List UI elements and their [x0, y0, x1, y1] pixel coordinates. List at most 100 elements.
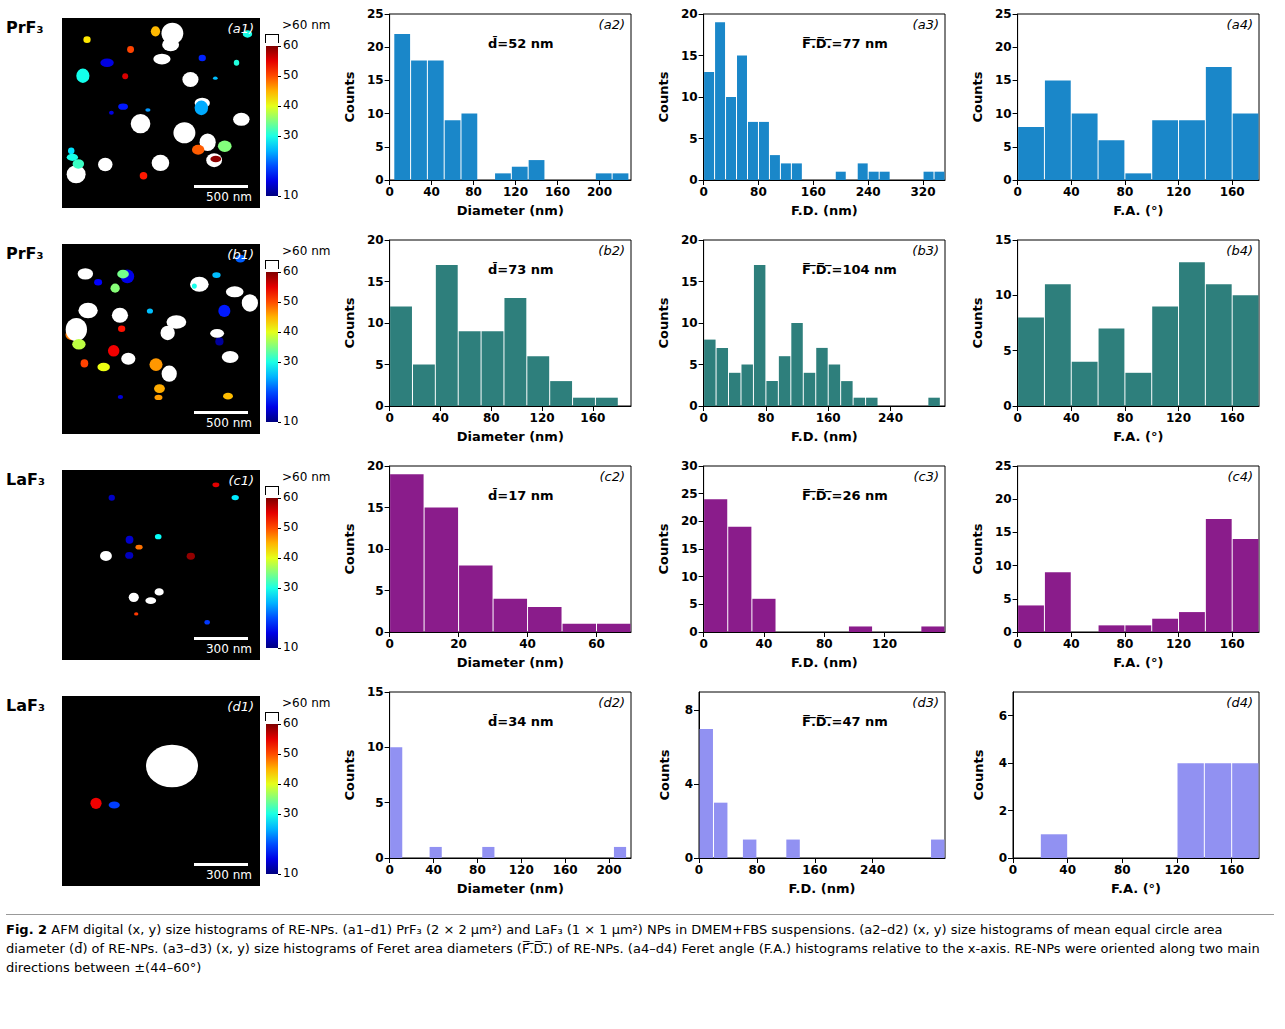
svg-text:40: 40	[519, 637, 536, 651]
svg-text:15: 15	[367, 685, 384, 699]
svg-text:40: 40	[1063, 637, 1080, 651]
svg-text:0: 0	[689, 399, 697, 413]
svg-text:d̄=17 nm: d̄=17 nm	[488, 488, 554, 503]
svg-text:160: 160	[802, 863, 827, 877]
svg-text:5: 5	[689, 597, 697, 611]
svg-text:0: 0	[375, 851, 383, 865]
svg-text:(d2): (d2)	[598, 695, 625, 710]
svg-text:15: 15	[681, 49, 698, 63]
svg-text:(a4): (a4)	[1227, 17, 1253, 32]
svg-text:0: 0	[1003, 399, 1011, 413]
svg-text:15: 15	[995, 73, 1012, 87]
svg-text:0: 0	[375, 399, 383, 413]
svg-text:120: 120	[509, 863, 534, 877]
svg-text:d̄=52 nm: d̄=52 nm	[488, 36, 554, 51]
svg-text:Counts: Counts	[342, 749, 357, 800]
svg-text:10: 10	[367, 107, 384, 121]
svg-text:5: 5	[689, 132, 697, 146]
svg-text:20: 20	[367, 40, 384, 54]
svg-text:F.D. (nm): F.D. (nm)	[791, 655, 858, 670]
svg-text:25: 25	[995, 459, 1012, 473]
svg-text:80: 80	[758, 411, 775, 425]
svg-text:120: 120	[1166, 411, 1191, 425]
svg-text:160: 160	[1220, 637, 1245, 651]
svg-text:10: 10	[681, 570, 698, 584]
svg-text:F.D. (nm): F.D. (nm)	[789, 881, 856, 896]
svg-text:Counts: Counts	[970, 523, 985, 574]
svg-text:160: 160	[1220, 185, 1245, 199]
svg-text:40: 40	[1063, 185, 1080, 199]
svg-text:40: 40	[423, 185, 440, 199]
svg-text:15: 15	[681, 542, 698, 556]
svg-text:10: 10	[367, 740, 384, 754]
svg-text:120: 120	[1166, 185, 1191, 199]
svg-text:0: 0	[999, 851, 1007, 865]
svg-text:0: 0	[375, 173, 383, 187]
svg-text:Counts: Counts	[970, 71, 985, 122]
svg-text:20: 20	[995, 492, 1012, 506]
svg-text:5: 5	[1003, 592, 1011, 606]
svg-text:0: 0	[1013, 411, 1021, 425]
svg-text:0: 0	[385, 863, 393, 877]
svg-text:Counts: Counts	[656, 71, 671, 122]
svg-text:20: 20	[450, 637, 467, 651]
svg-text:Counts: Counts	[342, 71, 357, 122]
svg-text:Counts: Counts	[656, 523, 671, 574]
svg-text:F.D. (nm): F.D. (nm)	[791, 429, 858, 444]
svg-text:10: 10	[681, 316, 698, 330]
svg-text:F.A. (°): F.A. (°)	[1113, 655, 1163, 670]
svg-text:10: 10	[995, 288, 1012, 302]
svg-text:Counts: Counts	[342, 297, 357, 348]
svg-text:F.A. (°): F.A. (°)	[1113, 429, 1163, 444]
svg-text:25: 25	[367, 7, 384, 21]
svg-text:160: 160	[1220, 411, 1245, 425]
svg-text:0: 0	[689, 625, 697, 639]
svg-text:Counts: Counts	[657, 749, 672, 800]
svg-text:10: 10	[681, 90, 698, 104]
svg-text:10: 10	[995, 107, 1012, 121]
svg-text:0: 0	[375, 625, 383, 639]
svg-text:15: 15	[995, 233, 1012, 247]
svg-text:240: 240	[856, 185, 881, 199]
svg-text:160: 160	[801, 185, 826, 199]
svg-text:2: 2	[999, 804, 1007, 818]
svg-text:0: 0	[385, 185, 393, 199]
svg-text:30: 30	[681, 459, 698, 473]
svg-text:5: 5	[1003, 140, 1011, 154]
svg-text:80: 80	[749, 863, 766, 877]
svg-text:F̅.̅D̅.̅=47 nm: F̅.̅D̅.̅=47 nm	[802, 714, 888, 729]
svg-text:(b3): (b3)	[912, 243, 939, 258]
svg-text:20: 20	[681, 7, 698, 21]
svg-text:5: 5	[375, 796, 383, 810]
svg-text:40: 40	[425, 863, 442, 877]
svg-text:160: 160	[545, 185, 570, 199]
svg-text:120: 120	[1164, 863, 1189, 877]
svg-text:160: 160	[816, 411, 841, 425]
svg-text:200: 200	[587, 185, 612, 199]
svg-text:15: 15	[681, 275, 698, 289]
svg-text:F̅.̅D̅.̅=26 nm: F̅.̅D̅.̅=26 nm	[802, 488, 888, 503]
svg-text:80: 80	[1114, 863, 1131, 877]
svg-text:120: 120	[872, 637, 897, 651]
svg-text:10: 10	[367, 316, 384, 330]
svg-text:0: 0	[699, 637, 707, 651]
svg-text:(c3): (c3)	[913, 469, 939, 484]
svg-text:15: 15	[367, 275, 384, 289]
svg-text:0: 0	[1009, 863, 1017, 877]
svg-text:240: 240	[860, 863, 885, 877]
svg-text:(a2): (a2)	[599, 17, 625, 32]
svg-text:40: 40	[1059, 863, 1076, 877]
svg-text:5: 5	[375, 358, 383, 372]
svg-text:20: 20	[367, 459, 384, 473]
svg-text:(b2): (b2)	[598, 243, 625, 258]
svg-text:20: 20	[367, 233, 384, 247]
svg-text:80: 80	[1117, 411, 1134, 425]
svg-text:5: 5	[1003, 344, 1011, 358]
svg-text:0: 0	[699, 185, 707, 199]
svg-text:0: 0	[695, 863, 703, 877]
svg-text:d̄=73 nm: d̄=73 nm	[488, 262, 554, 277]
svg-text:(d4): (d4)	[1226, 695, 1253, 710]
svg-text:15: 15	[995, 525, 1012, 539]
svg-text:8: 8	[685, 703, 693, 717]
svg-text:200: 200	[597, 863, 622, 877]
